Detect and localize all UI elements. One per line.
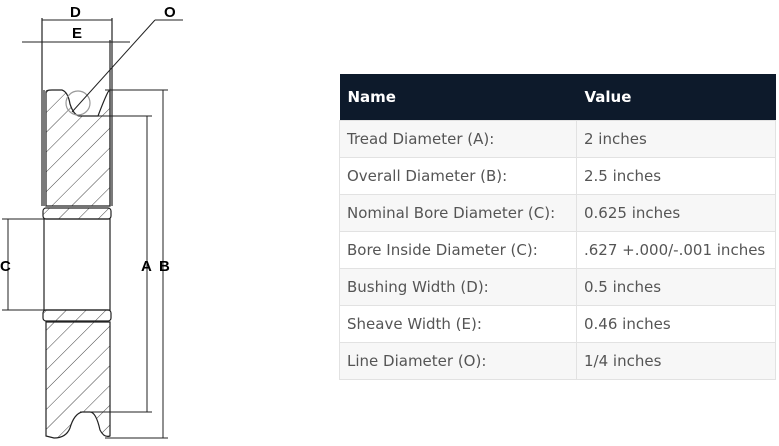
table-row: Nominal Bore Diameter (C): 0.625 inches — [339, 194, 776, 232]
spec-value: 0.625 inches — [576, 194, 776, 232]
spec-name: Overall Diameter (B): — [339, 157, 577, 195]
label-e: E — [72, 25, 82, 42]
header-name: Name — [339, 74, 577, 121]
spec-value: 1/4 inches — [576, 342, 776, 380]
label-d: D — [70, 4, 81, 21]
table-row: Bushing Width (D): 0.5 inches — [339, 268, 776, 306]
label-o: O — [164, 4, 176, 21]
label-b: B — [159, 258, 170, 275]
specs-table: Name Value Tread Diameter (A): 2 inches O… — [339, 74, 776, 380]
spec-value: 2.5 inches — [576, 157, 776, 195]
dimension-lines — [2, 19, 183, 439]
spec-name: Tread Diameter (A): — [339, 120, 577, 158]
label-c: C — [0, 258, 11, 275]
spec-value: 0.46 inches — [576, 305, 776, 343]
table-row: Line Diameter (O): 1/4 inches — [339, 342, 776, 380]
sheave-body — [41, 18, 113, 439]
table-header: Name Value — [339, 74, 776, 121]
spec-value: 0.5 inches — [576, 268, 776, 306]
table-row: Bore Inside Diameter (C): .627 +.000/-.00… — [339, 231, 776, 269]
spec-name: Sheave Width (E): — [339, 305, 577, 343]
spec-value: 2 inches — [576, 120, 776, 158]
spec-name: Line Diameter (O): — [339, 342, 577, 380]
table-row: Tread Diameter (A): 2 inches — [339, 120, 776, 158]
table-row: Overall Diameter (B): 2.5 inches — [339, 157, 776, 195]
spec-name: Bore Inside Diameter (C): — [339, 231, 577, 269]
header-value: Value — [576, 74, 776, 121]
spec-name: Bushing Width (D): — [339, 268, 577, 306]
spec-name: Nominal Bore Diameter (C): — [339, 194, 577, 232]
label-a: A — [141, 258, 152, 275]
spec-value: .627 +.000/-.001 inches — [576, 231, 776, 269]
sheave-diagram: D E O A B C — [0, 4, 183, 439]
table-row: Sheave Width (E): 0.46 inches — [339, 305, 776, 343]
